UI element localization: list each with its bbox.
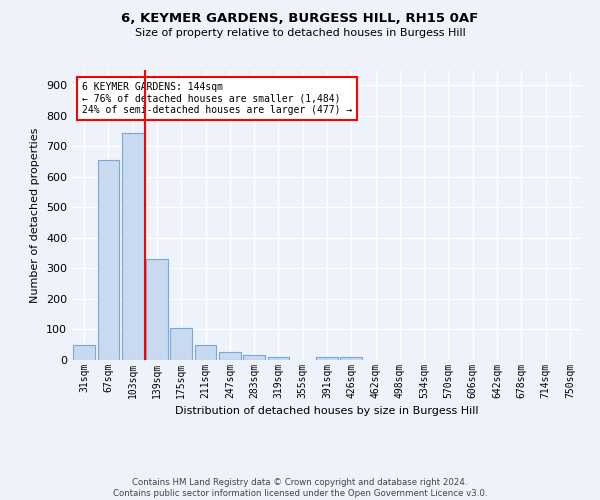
Bar: [170, 328, 192, 360]
Y-axis label: Number of detached properties: Number of detached properties: [31, 128, 40, 302]
Text: Contains HM Land Registry data © Crown copyright and database right 2024.
Contai: Contains HM Land Registry data © Crown c…: [113, 478, 487, 498]
Text: Size of property relative to detached houses in Burgess Hill: Size of property relative to detached ho…: [134, 28, 466, 38]
X-axis label: Distribution of detached houses by size in Burgess Hill: Distribution of detached houses by size …: [175, 406, 479, 416]
Bar: [243, 356, 265, 360]
Text: 6, KEYMER GARDENS, BURGESS HILL, RH15 0AF: 6, KEYMER GARDENS, BURGESS HILL, RH15 0A…: [121, 12, 479, 26]
Bar: [122, 132, 143, 360]
Bar: [73, 344, 95, 360]
Bar: [219, 352, 241, 360]
Text: 6 KEYMER GARDENS: 144sqm
← 76% of detached houses are smaller (1,484)
24% of sem: 6 KEYMER GARDENS: 144sqm ← 76% of detach…: [82, 82, 352, 115]
Bar: [97, 160, 119, 360]
Bar: [194, 344, 217, 360]
Bar: [316, 357, 338, 360]
Bar: [146, 260, 168, 360]
Bar: [340, 357, 362, 360]
Bar: [268, 357, 289, 360]
